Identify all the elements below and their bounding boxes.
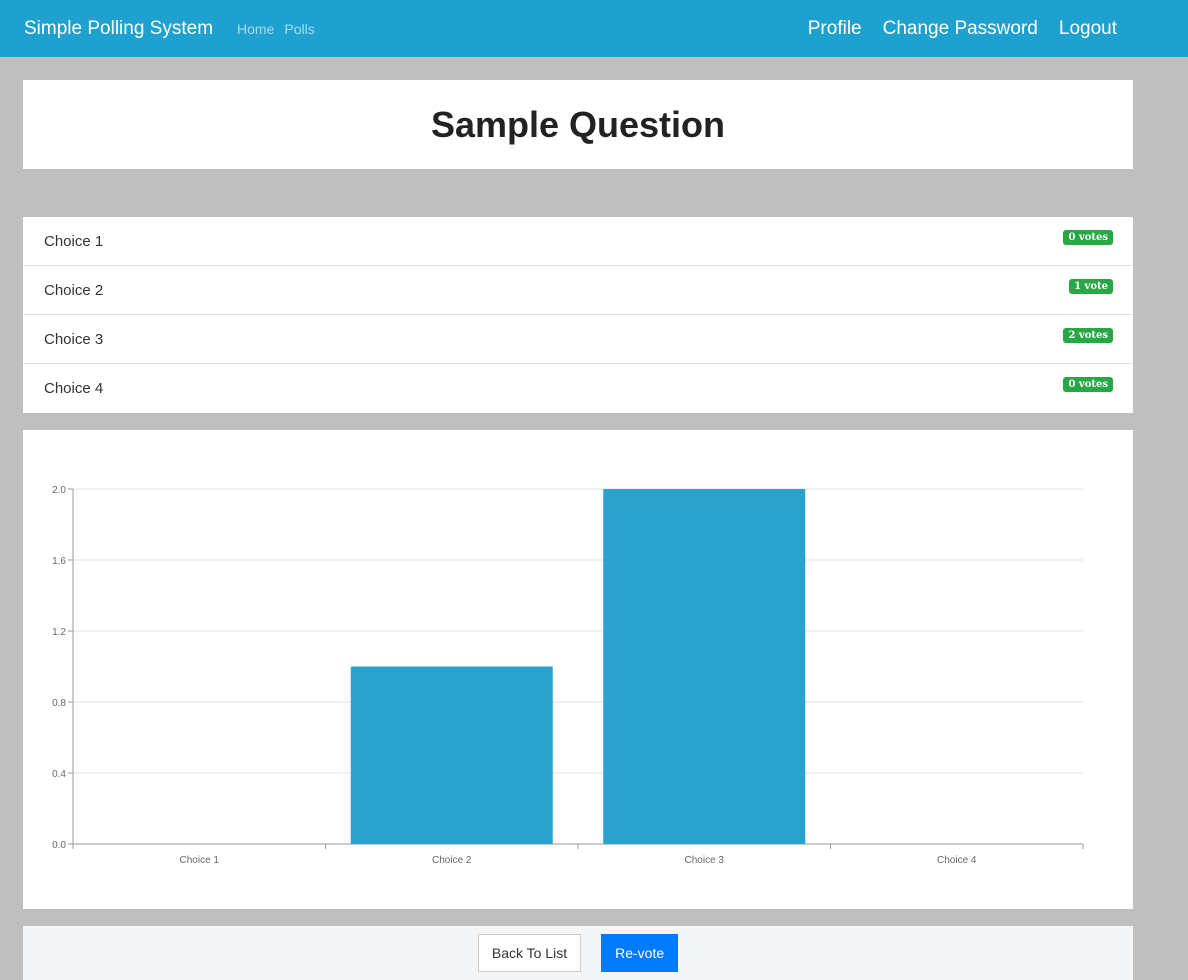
- choice-label: Choice 4: [44, 380, 104, 397]
- y-tick-label: 2.0: [52, 485, 66, 496]
- revote-button[interactable]: Re-vote: [601, 934, 679, 972]
- nav-polls-link[interactable]: Polls: [284, 20, 315, 37]
- choice-item: Choice 4 0 votes: [23, 364, 1133, 413]
- vote-count-badge: 0 votes: [1063, 377, 1113, 392]
- nav-change-password-link[interactable]: Change Password: [882, 17, 1038, 39]
- bar: [350, 666, 553, 844]
- action-bar: Back To List Re-vote: [23, 926, 1133, 980]
- choice-item: Choice 1 0 votes: [23, 217, 1133, 266]
- vote-count-badge: 2 votes: [1063, 327, 1113, 343]
- navbar: Simple Polling System Home Polls Profile…: [0, 0, 1188, 57]
- question-title: Sample Question: [430, 103, 726, 145]
- x-tick-label: Choice 1: [180, 855, 220, 866]
- nav-logout-link[interactable]: Logout: [1058, 17, 1117, 39]
- nav-home-link[interactable]: Home: [237, 20, 275, 37]
- question-header: Sample Question: [23, 80, 1133, 169]
- vote-count-badge: 0 votes: [1063, 229, 1113, 245]
- y-tick-label: 0.4: [52, 769, 66, 780]
- choice-label: Choice 2: [44, 281, 104, 299]
- bar: [603, 489, 806, 844]
- back-to-list-button[interactable]: Back To List: [477, 934, 582, 972]
- choice-item: Choice 2 1 vote: [23, 266, 1133, 315]
- nav-right: Profile Change Password Logout: [808, 18, 1117, 40]
- x-tick-label: Choice 4: [937, 855, 977, 866]
- vote-count-badge: 1 vote: [1069, 278, 1113, 294]
- nav-profile-link[interactable]: Profile: [807, 17, 862, 39]
- y-tick-label: 1.2: [52, 627, 66, 638]
- y-tick-label: 0.0: [52, 840, 66, 851]
- x-tick-label: Choice 3: [685, 855, 725, 866]
- choice-label: Choice 3: [44, 330, 104, 348]
- y-tick-label: 0.8: [52, 698, 66, 709]
- choice-label: Choice 1: [44, 232, 104, 250]
- choice-item: Choice 3 2 votes: [23, 315, 1133, 364]
- y-tick-label: 1.6: [52, 556, 66, 567]
- brand-link[interactable]: Simple Polling System: [24, 17, 214, 39]
- choices-list: Choice 1 0 votes Choice 2 1 vote Choice …: [23, 217, 1133, 413]
- results-chart-card: 0.0 0.4 0.8 1.2 1.6 2.0 Choice 1 Choice 2 Choice…: [23, 430, 1133, 909]
- results-bar-chart: 0.0 0.4 0.8 1.2 1.6 2.0 Choice 1 Choice 2 Choice…: [52, 485, 1084, 866]
- x-tick-label: Choice 2: [432, 855, 472, 866]
